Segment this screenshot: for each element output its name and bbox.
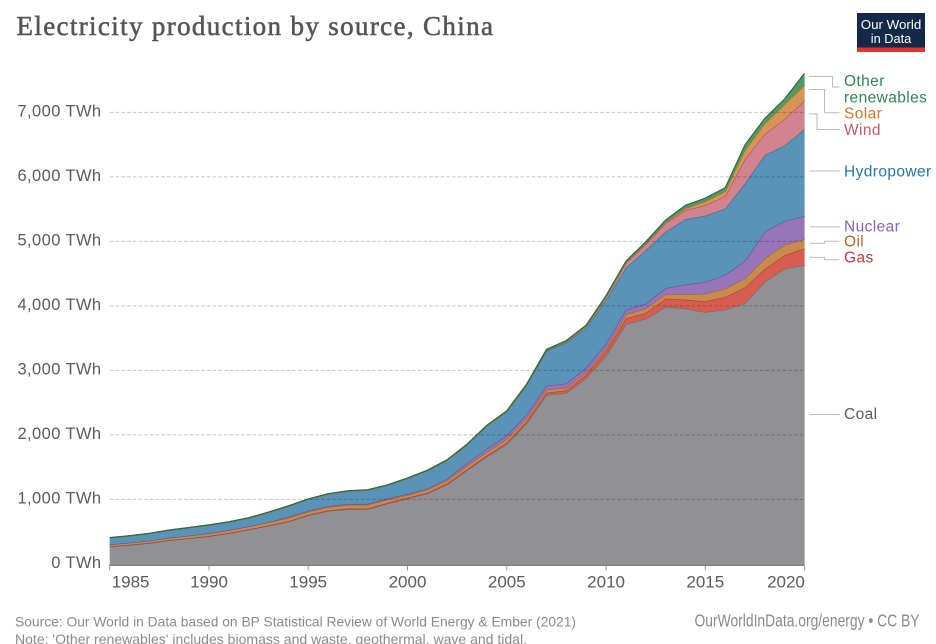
svg-text:Other: Other xyxy=(844,73,885,90)
svg-text:Nuclear: Nuclear xyxy=(844,218,900,235)
svg-text:Hydropower: Hydropower xyxy=(844,163,932,180)
svg-text:6,000 TWh: 6,000 TWh xyxy=(17,167,101,185)
svg-text:3,000 TWh: 3,000 TWh xyxy=(17,361,101,379)
svg-text:2020: 2020 xyxy=(767,572,805,591)
svg-text:1985: 1985 xyxy=(112,572,150,591)
svg-text:Note: 'Other renewables' inclu: Note: 'Other renewables' includes biomas… xyxy=(15,631,527,644)
svg-text:7,000 TWh: 7,000 TWh xyxy=(17,103,101,121)
svg-text:1,000 TWh: 1,000 TWh xyxy=(17,490,101,508)
svg-text:1995: 1995 xyxy=(289,572,327,591)
svg-text:2015: 2015 xyxy=(686,572,724,591)
svg-text:2010: 2010 xyxy=(587,572,625,591)
svg-text:Gas: Gas xyxy=(844,250,874,267)
svg-text:0 TWh: 0 TWh xyxy=(51,554,101,572)
svg-text:Coal: Coal xyxy=(844,406,877,423)
svg-text:Electricity production by sour: Electricity production by source, China xyxy=(17,11,495,41)
svg-text:Solar: Solar xyxy=(844,105,882,122)
svg-text:renewables: renewables xyxy=(844,89,927,106)
svg-text:4,000 TWh: 4,000 TWh xyxy=(17,296,101,314)
svg-text:2,000 TWh: 2,000 TWh xyxy=(17,425,101,443)
svg-text:Oil: Oil xyxy=(844,234,864,251)
svg-text:OurWorldInData.org/energy • CC: OurWorldInData.org/energy • CC BY xyxy=(695,610,920,630)
svg-text:Our World: Our World xyxy=(861,17,922,32)
svg-text:5,000 TWh: 5,000 TWh xyxy=(17,232,101,250)
svg-text:Wind: Wind xyxy=(844,122,881,139)
svg-text:2000: 2000 xyxy=(389,572,427,591)
svg-text:Source: Our World in Data base: Source: Our World in Data based on BP St… xyxy=(15,613,576,629)
svg-text:1990: 1990 xyxy=(190,572,228,591)
svg-text:2005: 2005 xyxy=(488,572,526,591)
svg-text:in Data: in Data xyxy=(871,31,912,46)
